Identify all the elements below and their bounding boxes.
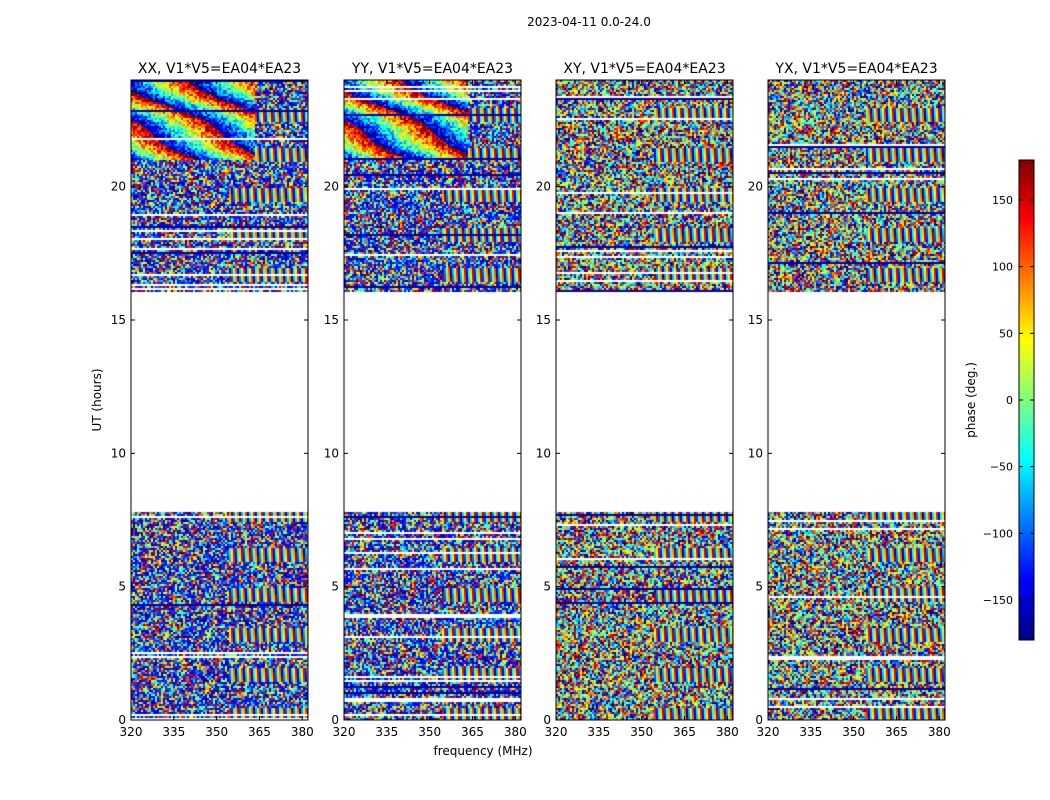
panel-title: XX, V1*V5=EA04*EA23 — [138, 61, 301, 77]
heatmap-image-2 — [556, 80, 733, 720]
x-tick-label: 365 — [885, 725, 908, 739]
colorbar-tick-label: 100 — [992, 261, 1013, 274]
colorbar-tick-label: −150 — [983, 594, 1013, 607]
x-tick-label: 350 — [205, 725, 228, 739]
panel-0: XX, V1*V5=EA04*EA23 320 335 350 365 380 0 5 10 15… — [90, 61, 314, 739]
x-tick-label: 365 — [248, 725, 271, 739]
y-axis-label: UT (hours) — [90, 368, 104, 431]
heatmap-image-0 — [131, 80, 308, 720]
y-tick-label: 15 — [111, 313, 126, 327]
y-tick-label: 0 — [118, 713, 126, 727]
panels-group: XX, V1*V5=EA04*EA23 320 335 350 365 380 0 5 10 15… — [90, 61, 951, 758]
colorbar-tick-label: −100 — [983, 527, 1013, 540]
x-tick-label: 335 — [162, 725, 185, 739]
panel-title: YX, V1*V5=EA04*EA23 — [774, 61, 937, 77]
colorbar-tick-label: 50 — [999, 327, 1013, 340]
y-tick-label: 0 — [543, 713, 551, 727]
y-tick-label: 5 — [331, 580, 339, 594]
x-tick-label: 350 — [418, 725, 441, 739]
x-tick-label: 365 — [461, 725, 484, 739]
panel-3: YX, V1*V5=EA04*EA23 320 335 350 365 380 0 5 10 15… — [748, 61, 951, 739]
x-tick-label: 365 — [673, 725, 696, 739]
x-tick-label: 335 — [799, 725, 822, 739]
y-tick-label: 5 — [118, 580, 126, 594]
x-tick-label: 320 — [545, 725, 568, 739]
plot-frame — [130, 79, 309, 721]
y-tick-label: 0 — [755, 713, 763, 727]
y-tick-label: 15 — [536, 313, 551, 327]
x-tick-label: 380 — [504, 725, 527, 739]
x-tick-label: 320 — [757, 725, 780, 739]
plot-frame — [767, 79, 946, 721]
y-tick-label: 15 — [748, 313, 763, 327]
colorbar-tick-label: 150 — [992, 194, 1013, 207]
x-tick-label: 335 — [587, 725, 610, 739]
y-tick-label: 20 — [748, 180, 763, 194]
y-tick-label: 0 — [331, 713, 339, 727]
colorbar-tick-label: −50 — [990, 461, 1013, 474]
x-tick-label: 350 — [630, 725, 653, 739]
colorbar-tick-label: 0 — [1006, 394, 1013, 407]
y-tick-label: 5 — [755, 580, 763, 594]
y-tick-label: 10 — [111, 446, 126, 460]
colorbar: −150 −100 −50 0 50 100 150 phase (deg.) — [964, 159, 1035, 641]
y-tick-label: 20 — [111, 180, 126, 194]
y-tick-label: 20 — [536, 180, 551, 194]
y-tick-label: 20 — [324, 180, 339, 194]
figure-title: 2023-04-11 0.0-24.0 — [527, 15, 651, 29]
y-tick-label: 15 — [324, 313, 339, 327]
x-tick-label: 335 — [375, 725, 398, 739]
heatmap-image-1 — [344, 80, 521, 720]
x-tick-label: 380 — [928, 725, 951, 739]
y-tick-label: 10 — [324, 446, 339, 460]
x-axis-label: frequency (MHz) — [433, 744, 532, 758]
panel-title: XY, V1*V5=EA04*EA23 — [563, 61, 725, 77]
x-tick-label: 350 — [842, 725, 865, 739]
plot-frame — [555, 79, 734, 721]
heatmap-image-3 — [768, 80, 945, 720]
y-tick-label: 10 — [536, 446, 551, 460]
x-tick-label: 320 — [333, 725, 356, 739]
x-tick-label: 380 — [291, 725, 314, 739]
y-tick-label: 10 — [748, 446, 763, 460]
y-tick-label: 5 — [543, 580, 551, 594]
colorbar-label: phase (deg.) — [964, 362, 978, 438]
panel-2: XY, V1*V5=EA04*EA23 320 335 350 365 380 0 5 10 15… — [536, 61, 739, 739]
plot-frame — [343, 79, 522, 721]
x-tick-label: 380 — [716, 725, 739, 739]
panel-1: YY, V1*V5=EA04*EA23 320 335 350 365 380 0 5 10 15… — [324, 61, 533, 758]
panel-title: YY, V1*V5=EA04*EA23 — [351, 61, 513, 77]
x-tick-label: 320 — [120, 725, 143, 739]
